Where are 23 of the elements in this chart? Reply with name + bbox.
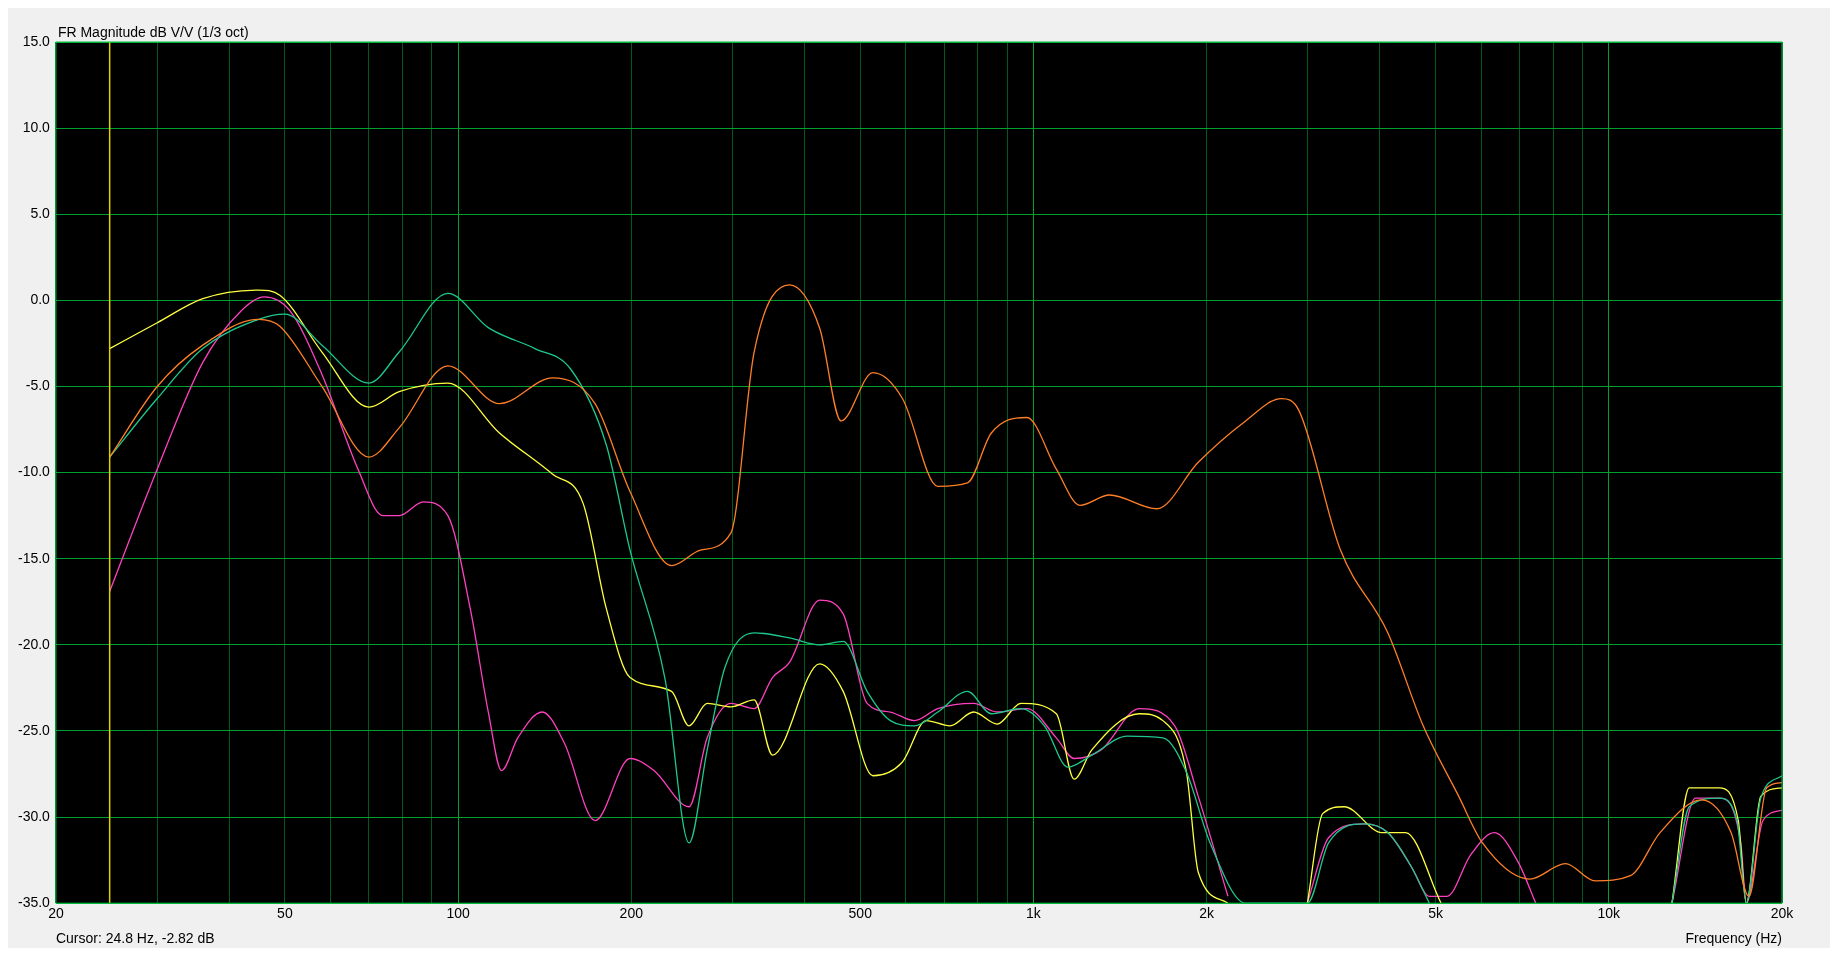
y-tick-label: -15.0: [17, 549, 51, 566]
y-tick-label: 0.0: [30, 291, 51, 308]
chart-title: FR Magnitude dB V/V (1/3 oct): [57, 23, 249, 40]
y-tick-label: -30.0: [17, 807, 51, 824]
y-tick-label: -10.0: [17, 463, 51, 480]
text: Cursor: 24.8 Hz, -2.82 dB: [55, 929, 215, 946]
y-tick-label: 10.0: [22, 118, 51, 135]
x-tick-label: 100: [446, 905, 470, 922]
x-tick-label: 2k: [1199, 905, 1216, 922]
y-tick-label: -20.0: [17, 635, 51, 652]
x-tick-label: 20: [48, 905, 64, 922]
x-axis-title: Frequency (Hz): [1685, 929, 1782, 946]
x-tick-label: 10k: [1597, 905, 1622, 922]
y-tick-label: 15.0: [22, 32, 51, 49]
x-tick-label: 200: [619, 905, 644, 922]
y-tick-label: 5.0: [30, 205, 51, 222]
y-tick-label: -25.0: [17, 721, 51, 738]
x-tick-label: 5k: [1428, 905, 1444, 922]
x-tick-label: 20k: [1770, 905, 1795, 922]
x-tick-label: 1k: [1026, 905, 1042, 922]
y-tick-label: -5.0: [25, 377, 51, 394]
x-tick-label: 50: [277, 905, 293, 922]
x-tick-label: 500: [848, 905, 873, 922]
